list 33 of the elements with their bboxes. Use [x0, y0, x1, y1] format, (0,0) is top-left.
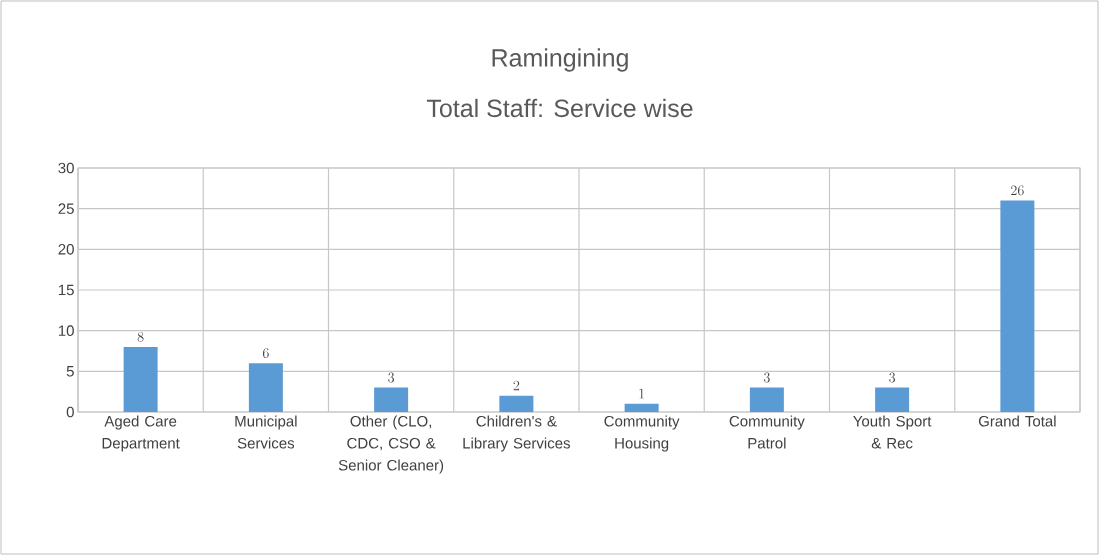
y-tick-label: 15	[58, 284, 74, 296]
y-tick-label: 25	[58, 203, 74, 214]
data-label: 1	[639, 388, 644, 399]
chart-title: Ramingining	[492, 48, 628, 72]
bar	[1000, 200, 1035, 412]
data-label: 6	[262, 348, 269, 358]
bar	[499, 395, 534, 412]
bar	[248, 363, 283, 412]
data-label: 26	[1011, 185, 1024, 196]
data-label: 3	[763, 372, 770, 383]
x-tick-label: Youth Sport & Rec	[853, 415, 932, 449]
data-label: 3	[889, 372, 896, 383]
x-tick-label: Other (CLO, CDC, CSO & Senior Cleaner)	[338, 415, 444, 474]
bar	[875, 387, 910, 412]
y-tick-label: 0	[66, 406, 74, 418]
x-tick-label: Community Housing	[604, 415, 680, 452]
bar	[749, 387, 784, 412]
chart-subtitle: Total Staff: Service wise	[426, 98, 693, 118]
x-tick-label: Grand Total	[978, 415, 1056, 427]
x-tick-label: Municipal Services	[235, 415, 297, 449]
bar	[123, 346, 158, 412]
y-tick-label: 10	[58, 325, 74, 336]
x-tick-label: Aged Care Department	[102, 415, 180, 452]
data-label: 2	[513, 380, 520, 391]
x-tick-label: Children's & Library Services	[463, 415, 570, 452]
y-tick-label: 30	[58, 162, 74, 174]
x-tick-label: Community Patrol	[729, 415, 805, 449]
data-label: 8	[137, 331, 144, 342]
y-tick-label: 20	[58, 244, 74, 255]
y-tick-label: 5	[66, 366, 74, 377]
bar	[624, 403, 659, 412]
bar	[374, 387, 409, 412]
data-label: 3	[388, 372, 395, 383]
